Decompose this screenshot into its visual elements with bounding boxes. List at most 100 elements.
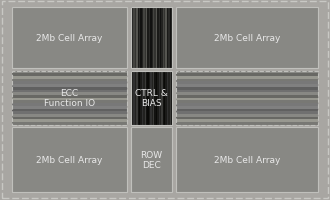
Bar: [131, 8, 173, 69]
Bar: [142, 71, 143, 125]
Bar: [177, 82, 318, 85]
Bar: [12, 122, 127, 125]
Bar: [167, 8, 168, 69]
Bar: [156, 71, 157, 125]
Bar: [139, 71, 140, 125]
Text: CTRL &
BIAS: CTRL & BIAS: [135, 89, 168, 108]
Bar: [164, 8, 166, 69]
Bar: [153, 8, 154, 69]
Text: 2Mb Cell Array: 2Mb Cell Array: [36, 155, 102, 164]
Bar: [171, 71, 173, 125]
Bar: [138, 127, 139, 192]
Bar: [161, 71, 163, 125]
Bar: [157, 8, 158, 69]
Bar: [12, 112, 127, 114]
Bar: [154, 71, 156, 125]
Bar: [158, 127, 160, 192]
Bar: [156, 8, 157, 69]
Bar: [140, 8, 142, 69]
Bar: [177, 101, 318, 104]
Bar: [156, 127, 157, 192]
Bar: [12, 74, 127, 77]
Bar: [166, 127, 167, 192]
Bar: [168, 71, 170, 125]
Bar: [177, 127, 318, 192]
Bar: [177, 112, 318, 114]
Text: 2Mb Cell Array: 2Mb Cell Array: [214, 34, 280, 43]
Bar: [151, 71, 153, 125]
Bar: [131, 127, 132, 192]
Bar: [143, 127, 145, 192]
Bar: [135, 8, 136, 69]
Bar: [143, 71, 145, 125]
Text: 2Mb Cell Array: 2Mb Cell Array: [36, 34, 102, 43]
Bar: [140, 71, 142, 125]
Bar: [136, 8, 138, 69]
Bar: [149, 127, 150, 192]
Bar: [145, 8, 146, 69]
Bar: [12, 8, 127, 69]
Bar: [139, 8, 140, 69]
Bar: [148, 8, 149, 69]
Bar: [136, 71, 138, 125]
Bar: [12, 87, 127, 90]
Bar: [160, 127, 161, 192]
Bar: [170, 127, 171, 192]
Bar: [145, 127, 146, 192]
Bar: [150, 127, 151, 192]
Bar: [12, 106, 127, 109]
Bar: [163, 127, 164, 192]
Bar: [12, 77, 127, 79]
Bar: [140, 127, 142, 192]
Bar: [142, 8, 143, 69]
Bar: [164, 71, 166, 125]
Bar: [177, 79, 318, 82]
Bar: [12, 90, 127, 93]
Bar: [133, 127, 135, 192]
Bar: [12, 104, 127, 106]
Bar: [170, 71, 171, 125]
Bar: [131, 127, 173, 192]
Bar: [149, 71, 150, 125]
Bar: [177, 85, 318, 87]
Bar: [154, 8, 156, 69]
Bar: [177, 90, 318, 93]
Bar: [177, 106, 318, 109]
Bar: [171, 8, 173, 69]
Bar: [177, 74, 318, 77]
Bar: [177, 96, 318, 98]
Bar: [132, 8, 133, 69]
Bar: [161, 127, 163, 192]
Bar: [150, 8, 151, 69]
Bar: [135, 127, 136, 192]
Bar: [171, 127, 173, 192]
Bar: [148, 71, 149, 125]
Bar: [177, 71, 318, 74]
Bar: [157, 127, 158, 192]
Bar: [177, 109, 318, 112]
Bar: [131, 71, 132, 125]
Bar: [167, 127, 168, 192]
Bar: [138, 71, 139, 125]
Bar: [177, 122, 318, 125]
Bar: [177, 8, 318, 69]
Bar: [168, 127, 170, 192]
Bar: [148, 127, 149, 192]
Bar: [143, 8, 145, 69]
Bar: [177, 117, 318, 120]
Bar: [12, 127, 127, 192]
Bar: [154, 127, 156, 192]
Bar: [177, 93, 318, 96]
Bar: [150, 71, 151, 125]
Bar: [177, 114, 318, 117]
Bar: [146, 8, 148, 69]
Bar: [177, 77, 318, 79]
Bar: [12, 8, 127, 69]
Bar: [164, 127, 166, 192]
Bar: [145, 71, 146, 125]
Text: ECC
Function IO: ECC Function IO: [44, 89, 95, 108]
Bar: [135, 71, 136, 125]
Bar: [153, 71, 154, 125]
Bar: [146, 127, 148, 192]
Bar: [12, 114, 127, 117]
